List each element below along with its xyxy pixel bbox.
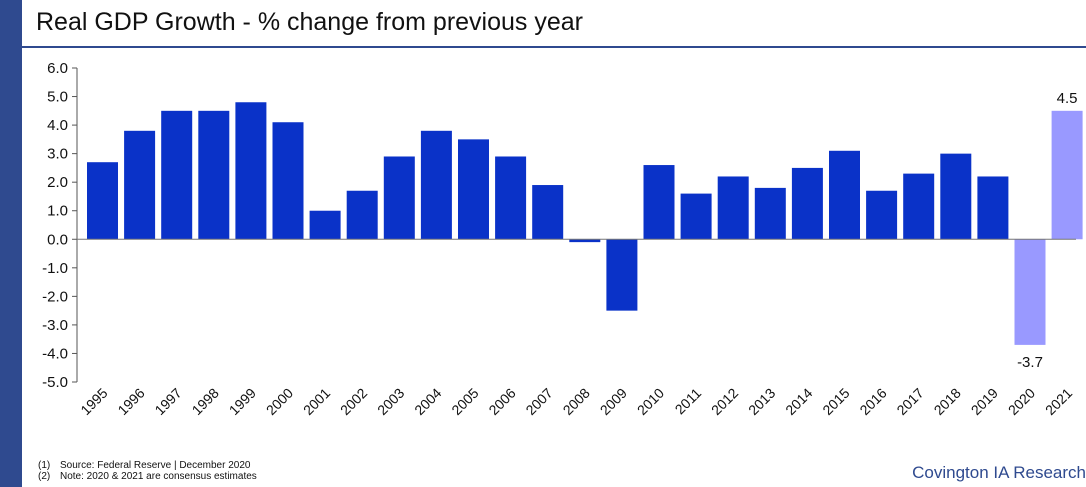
x-tick-label: 2006 (485, 385, 518, 418)
y-tick-label: 3.0 (47, 146, 68, 163)
x-tick-label: 2020 (1005, 385, 1038, 418)
y-tick-label: 1.0 (47, 203, 68, 220)
footnotes: (1) Source: Federal Reserve | December 20… (38, 460, 257, 482)
brand-label: Covington IA Research (912, 463, 1086, 482)
bar-2003 (383, 156, 415, 240)
bar-1996 (124, 130, 156, 240)
data-label-2020: -3.7 (1017, 354, 1043, 371)
x-tick-label: 1996 (114, 385, 147, 418)
x-tick-label: 2016 (856, 385, 889, 418)
bar-2019 (977, 176, 1009, 240)
y-tick-label: -1.0 (42, 260, 68, 277)
x-tick-label: 2007 (522, 385, 555, 418)
title-divider (22, 46, 1086, 48)
x-tick-label: 2021 (1042, 385, 1075, 418)
x-tick-label: 2003 (374, 385, 407, 418)
footnote-1-number: (1) (38, 460, 51, 471)
bar-2016 (866, 190, 898, 240)
bar-2007 (532, 185, 564, 240)
bar-2018 (940, 153, 972, 240)
chart-title: Real GDP Growth - % change from previous… (36, 8, 583, 36)
bar-2014 (791, 167, 823, 240)
bar-1995 (87, 162, 118, 240)
y-tick-label: 2.0 (47, 174, 68, 191)
x-tick-label: 2005 (448, 385, 481, 418)
bar-2004 (420, 130, 452, 240)
bar-2021 (1051, 110, 1083, 240)
x-tick-label: 2011 (672, 385, 705, 418)
bar-2011 (680, 193, 712, 240)
x-tick-label: 1998 (189, 385, 222, 418)
x-tick-label: 2014 (782, 385, 815, 418)
bar-1997 (161, 110, 193, 240)
bar-2001 (309, 210, 341, 240)
bar-2000 (272, 122, 304, 240)
x-tick-label: 2019 (968, 385, 1001, 418)
x-tick-label: 1999 (226, 385, 259, 418)
y-tick-label: 4.0 (47, 117, 68, 134)
footnote-2-number: (2) (38, 471, 51, 482)
bar-2013 (754, 187, 786, 240)
gdp-bar-chart: 6.0 5.0 4.0 3.0 2.0 1.0 0.0 -1.0 -2.0 -3.0 -4.0 -5.… (42, 60, 1083, 418)
bar-2012 (717, 176, 749, 240)
x-tick-label: 2004 (411, 385, 444, 418)
bar-1998 (198, 110, 230, 240)
footnote-1: (1) Source: Federal Reserve | December 20… (38, 460, 257, 471)
x-tick-label: 1997 (151, 385, 184, 418)
y-tick-label: -5.0 (42, 374, 68, 391)
x-tick-label: 2013 (745, 385, 778, 418)
bar-2002 (346, 190, 378, 240)
left-accent-bar (0, 0, 22, 487)
y-tick-label: 0.0 (47, 231, 68, 248)
x-tick-label: 2017 (893, 385, 926, 418)
bar-2005 (458, 139, 489, 240)
x-tick-label: 2000 (263, 385, 296, 418)
x-tick-label: 2010 (634, 385, 667, 418)
bar-2008 (569, 239, 601, 243)
bar-2009 (606, 239, 638, 311)
x-tick-label: 2001 (300, 385, 333, 418)
y-tick-label: -4.0 (42, 345, 68, 362)
bar-2010 (643, 165, 675, 240)
footnote-2: (2) Note: 2020 & 2021 are consensus estim… (38, 471, 257, 482)
bar-2015 (829, 150, 860, 240)
y-tick-label: 5.0 (47, 89, 68, 106)
data-label-2021: 4.5 (1057, 90, 1078, 107)
footnote-1-text: Source: Federal Reserve | December 2020 (60, 460, 251, 471)
x-tick-label: 2008 (560, 385, 593, 418)
x-tick-label: 1995 (77, 385, 110, 418)
y-tick-label: -2.0 (42, 288, 68, 305)
x-tick-label: 2015 (819, 385, 852, 418)
x-tick-label: 2018 (931, 385, 964, 418)
footnote-2-text: Note: 2020 & 2021 are consensus estimate… (60, 471, 257, 482)
y-tick-label: 6.0 (47, 60, 68, 77)
bar-2006 (495, 156, 527, 240)
x-tick-label: 2009 (597, 385, 630, 418)
bar-2017 (903, 173, 935, 240)
y-tick-label: -3.0 (42, 317, 68, 334)
bar-1999 (235, 102, 267, 240)
x-tick-label: 2012 (708, 385, 741, 418)
x-tick-label: 2002 (337, 385, 370, 418)
bar-2020 (1014, 239, 1046, 345)
